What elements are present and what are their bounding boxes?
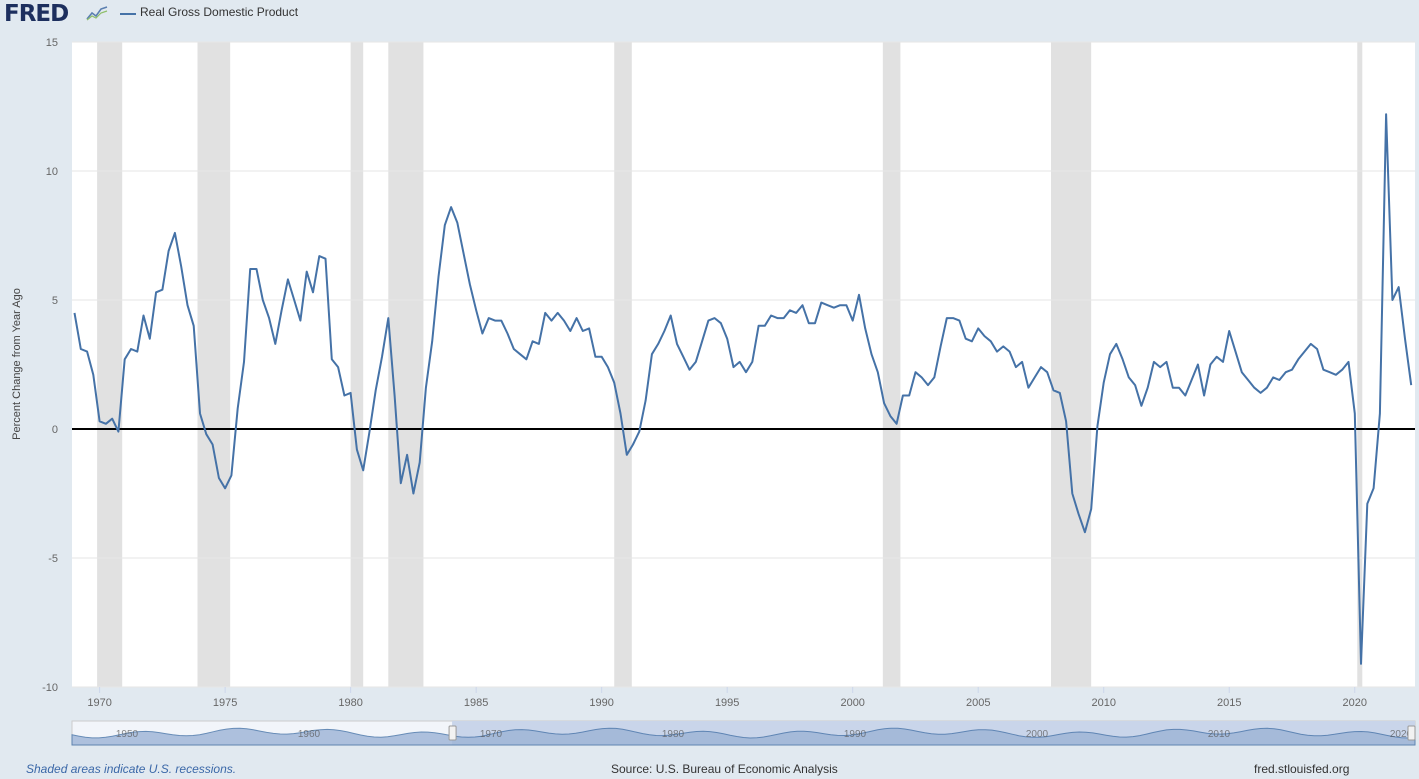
fred-logo-graph-icon xyxy=(86,6,108,21)
navigator-tick-label: 1950 xyxy=(116,729,139,740)
y-tick-label: -5 xyxy=(48,553,58,565)
chart-header: FRED Real Gross Domestic Product xyxy=(0,0,1419,28)
legend-series-label[interactable]: Real Gross Domestic Product xyxy=(140,5,299,19)
y-tick-label: 0 xyxy=(52,424,58,436)
x-tick-label: 2000 xyxy=(840,697,864,709)
navigator-tick-label: 2010 xyxy=(1208,729,1231,740)
recession-band xyxy=(97,42,123,687)
y-tick-label: 10 xyxy=(46,166,58,178)
x-axis-ticks: 1970 1975 1980 1985 1990 1995 2000 2005 2010 2015… xyxy=(87,687,1367,709)
navigator-tick-label: 1960 xyxy=(298,729,321,740)
x-tick-label: 2020 xyxy=(1343,697,1367,709)
x-tick-label: 1985 xyxy=(464,697,488,709)
fred-logo[interactable]: FRED xyxy=(4,1,69,27)
legend-series-swatch xyxy=(120,13,136,15)
range-navigator[interactable]: 1950 1960 1970 1980 1990 2000 2010 2020 xyxy=(71,720,1416,746)
recession-band xyxy=(1357,42,1363,687)
site-link[interactable]: fred.stlouisfed.org xyxy=(1254,762,1350,776)
x-tick-label: 2010 xyxy=(1091,697,1115,709)
x-tick-label: 2015 xyxy=(1217,697,1241,709)
x-tick-label: 1980 xyxy=(338,697,362,709)
recession-band xyxy=(882,42,901,687)
navigator-tick-label: 2020 xyxy=(1390,729,1413,740)
recession-band xyxy=(1051,42,1092,687)
navigator-tick-label: 2000 xyxy=(1026,729,1049,740)
navigator-tick-label: 1980 xyxy=(662,729,685,740)
x-tick-label: 1995 xyxy=(715,697,739,709)
y-tick-label: 5 xyxy=(52,295,58,307)
recession-note: Shaded areas indicate U.S. recessions. xyxy=(26,762,237,776)
y-axis-title: Percent Change from Year Ago xyxy=(11,288,23,440)
navigator-right-handle[interactable] xyxy=(1407,725,1416,741)
y-axis-ticks: 15 10 5 0 -5 -10 xyxy=(42,37,58,694)
x-tick-label: 1970 xyxy=(87,697,111,709)
recession-shading xyxy=(97,42,1363,687)
recession-band xyxy=(350,42,364,687)
navigator-tick-label: 1990 xyxy=(844,729,867,740)
x-tick-label: 1990 xyxy=(589,697,613,709)
y-tick-label: 15 xyxy=(46,37,58,49)
line-chart[interactable]: 15 10 5 0 -5 -10 1970 1975 1980 1985 1990 1995 2000… xyxy=(0,28,1419,758)
x-tick-label: 2005 xyxy=(966,697,990,709)
navigator-area xyxy=(71,727,1416,746)
recession-band xyxy=(388,42,424,687)
gridlines xyxy=(72,41,1415,688)
series-layer xyxy=(73,113,1413,665)
plot-area xyxy=(72,42,1415,687)
navigator-tick-label: 1970 xyxy=(480,729,503,740)
recession-band xyxy=(197,42,231,687)
y-tick-label: -10 xyxy=(42,682,58,694)
source-note: Source: U.S. Bureau of Economic Analysis xyxy=(611,762,838,776)
navigator-left-handle[interactable] xyxy=(448,725,457,741)
series-line[interactable] xyxy=(73,113,1413,665)
x-tick-label: 1975 xyxy=(213,697,237,709)
recession-band xyxy=(614,42,632,687)
